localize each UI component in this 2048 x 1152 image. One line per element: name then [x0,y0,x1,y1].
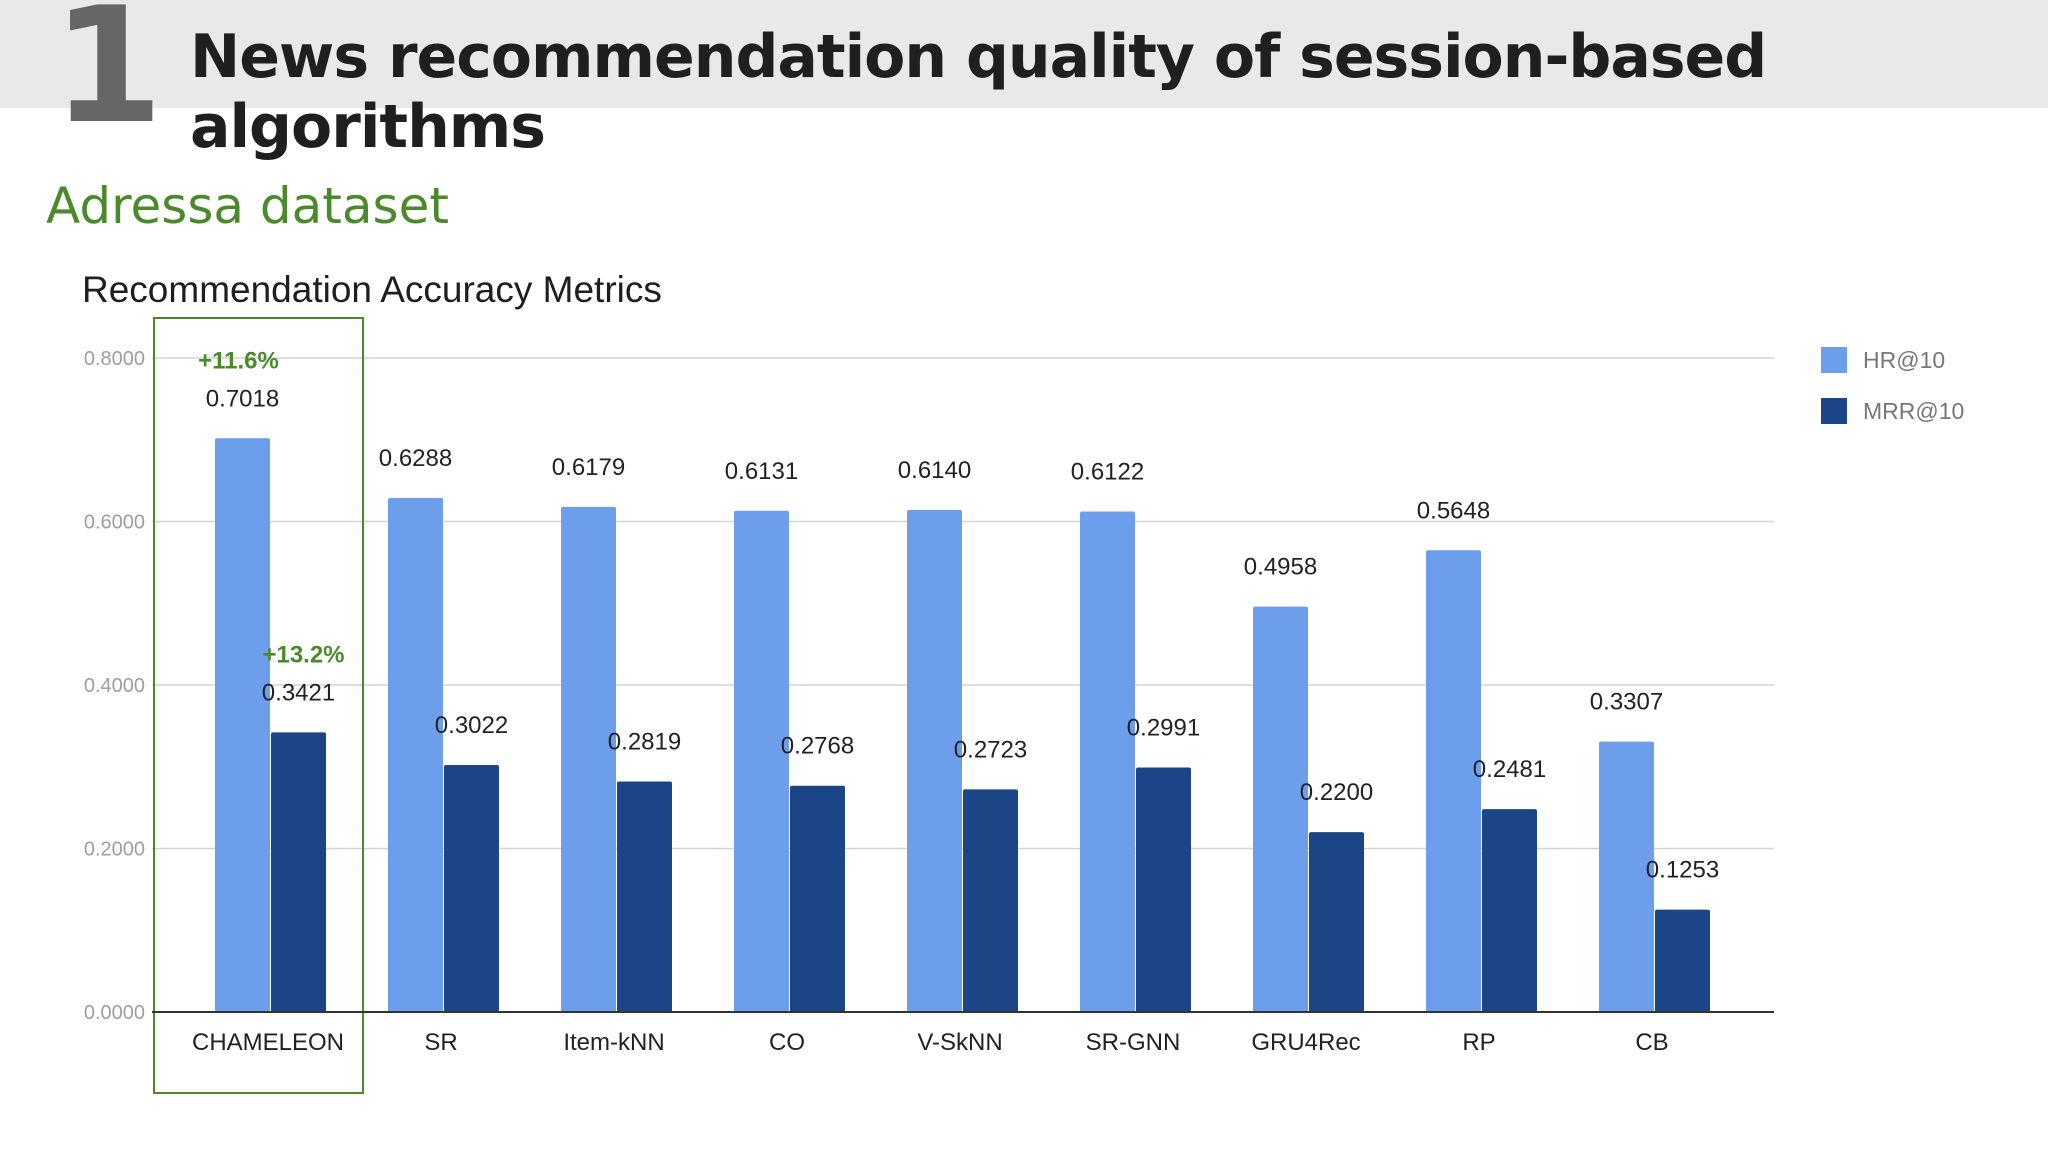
category-label: CHAMELEON [192,1029,344,1056]
bar-mrr10 [617,781,672,1012]
y-tick-label: 0.2000 [84,839,145,861]
bar-mrr10 [271,732,326,1012]
y-tick-label: 0.4000 [84,675,145,697]
bar-hr10 [1599,741,1654,1012]
improvement-label-mrr10: +13.2% [262,641,344,668]
legend-swatch-hr10 [1821,347,1847,373]
category-label: GRU4Rec [1251,1029,1360,1056]
bar-mrr10 [444,764,499,1012]
value-label-hr10: 0.6179 [552,454,625,481]
category-label: CO [769,1029,805,1056]
slide-title: News recommendation quality of session-b… [190,22,1767,162]
value-label-hr10: 0.4958 [1244,554,1317,581]
category-label: Item-kNN [563,1029,664,1056]
value-label-mrr10: 0.2723 [954,736,1027,763]
bar-hr10 [388,497,443,1012]
value-label-mrr10: 0.2481 [1473,756,1546,783]
category-label: RP [1462,1029,1495,1056]
legend-label-hr10: HR@10 [1863,347,1945,373]
bar-mrr10 [1136,767,1191,1012]
bar-hr10 [215,438,270,1012]
value-label-mrr10: 0.2819 [608,729,681,756]
bar-hr10 [1426,550,1481,1012]
bar-hr10 [1253,606,1308,1012]
highlight-box [153,317,364,1094]
category-label: V-SkNN [917,1029,1002,1056]
bar-mrr10 [963,789,1018,1012]
improvement-label-hr10: +11.6% [198,347,279,374]
value-label-hr10: 0.6140 [898,457,971,484]
value-label-hr10: 0.7018 [206,385,279,412]
bar-hr10 [734,510,789,1012]
legend-label-mrr10: MRR@10 [1863,398,1964,424]
bar-hr10 [561,506,616,1012]
category-label: SR [424,1029,457,1056]
value-label-mrr10: 0.3022 [435,712,508,739]
bar-mrr10 [1309,832,1364,1012]
slide-number: 1 [52,0,164,159]
bar-mrr10 [1655,909,1710,1012]
category-label: CB [1635,1029,1668,1056]
y-tick-label: 0.0000 [84,1002,145,1024]
value-label-hr10: 0.6131 [725,458,798,485]
y-tick-label: 0.8000 [84,348,145,370]
bar-hr10 [1080,511,1135,1012]
value-label-mrr10: 0.2991 [1127,714,1200,741]
bar-mrr10 [1482,809,1537,1012]
legend-swatch-mrr10 [1821,398,1847,424]
value-label-hr10: 0.3307 [1590,689,1663,716]
dataset-title: Adressa dataset [46,177,449,235]
value-label-hr10: 0.6288 [379,445,452,472]
value-label-hr10: 0.6122 [1071,459,1144,486]
header-band [0,0,2048,108]
value-label-mrr10: 0.2200 [1300,779,1373,806]
value-label-mrr10: 0.2768 [781,733,854,760]
value-label-mrr10: 0.3421 [262,679,335,706]
category-label: SR-GNN [1086,1029,1181,1056]
value-label-hr10: 0.5648 [1417,497,1490,524]
bar-mrr10 [790,785,845,1012]
bar-hr10 [907,510,962,1012]
value-label-mrr10: 0.1253 [1646,857,1719,884]
chart-title: Recommendation Accuracy Metrics [82,269,662,310]
y-tick-label: 0.6000 [84,512,145,534]
